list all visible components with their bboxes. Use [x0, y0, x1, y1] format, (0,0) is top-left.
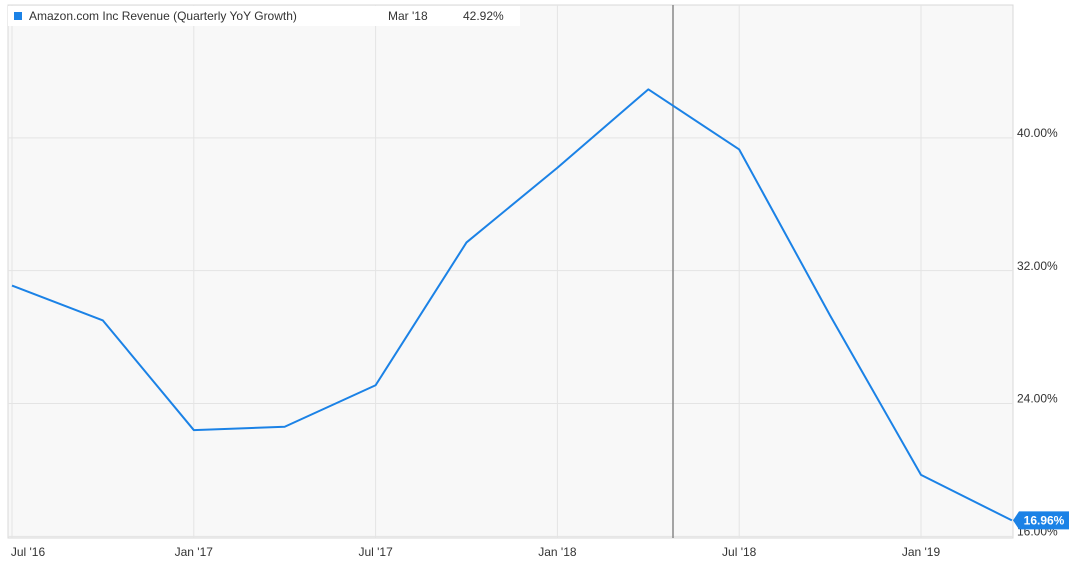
- x-tick-label: Jan '18: [538, 545, 577, 559]
- legend-swatch: [14, 12, 22, 20]
- y-tick-label: 32.00%: [1017, 259, 1058, 273]
- grid: [8, 5, 1013, 538]
- legend-label: Amazon.com Inc Revenue (Quarterly YoY Gr…: [29, 9, 297, 23]
- x-tick-label: Jul '16: [11, 545, 46, 559]
- end-tag: [1013, 511, 1069, 530]
- y-tick-label: 40.00%: [1017, 126, 1058, 140]
- end-label: 16.96%: [1024, 514, 1065, 528]
- hover-value: 42.92%: [463, 9, 504, 23]
- x-tick-label: Jul '17: [358, 545, 393, 559]
- legend-box: [8, 6, 520, 26]
- hover-date: Mar '18: [388, 9, 428, 23]
- marks: [11, 88, 1013, 522]
- plot-area: [7, 4, 1014, 539]
- x-tick-label: Jan '17: [175, 545, 214, 559]
- series-line: [11, 88, 1013, 522]
- x-tick-label: Jan '19: [902, 545, 941, 559]
- y-tick-label: 24.00%: [1017, 392, 1058, 406]
- x-tick-label: Jul '18: [722, 545, 757, 559]
